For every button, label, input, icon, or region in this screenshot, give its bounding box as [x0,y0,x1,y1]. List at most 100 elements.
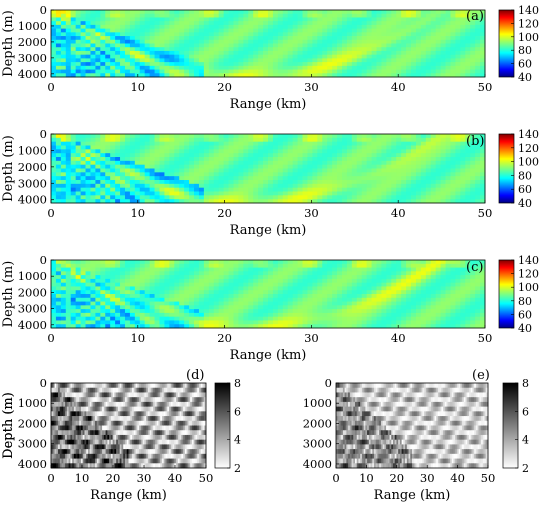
field-cell [371,286,377,291]
field-cell [401,267,407,272]
field-cell [169,172,175,177]
field-cell [386,271,392,276]
field-cell [297,73,303,78]
field-cell [198,309,205,314]
field-cell [460,282,466,287]
field-cell [52,449,55,455]
field-cell [356,39,363,44]
field-cell [174,141,180,146]
field-cell [54,383,57,389]
field-cell [391,149,397,154]
field-cell [110,263,116,268]
field-cell [361,24,368,30]
field-cell [233,62,239,67]
field-cell [307,21,313,26]
field-cell [386,17,392,22]
field-cell [287,65,294,70]
field-cell [80,301,86,306]
field-cell [401,145,407,150]
field-cell [144,301,151,306]
field-cell [455,62,461,67]
field-cell [198,47,205,52]
field-cell [243,149,249,154]
field-cell [208,172,215,177]
field-cell [169,286,175,291]
field-cell [440,65,446,70]
field-cell [228,278,234,284]
field-cell [248,282,254,287]
field-cell [317,271,323,276]
field-cell [272,54,279,59]
field-cell [480,134,486,139]
field-cell [228,316,234,321]
field-cell [238,199,244,204]
field-cell [268,301,274,306]
field-cell [258,191,264,196]
field-cell [312,275,318,280]
field-cell [460,267,466,272]
field-cell [406,153,412,158]
field-cell [435,282,442,287]
field-cell [228,47,234,52]
field-cell [179,160,185,166]
field-cell [450,286,456,291]
field-cell [282,275,289,280]
field-cell [322,187,328,192]
field-cell [95,69,101,74]
field-cell [302,160,308,166]
field-cell [366,180,372,185]
field-cell [218,145,225,150]
field-cell [233,28,239,33]
field-cell [203,305,210,310]
field-cell [179,65,185,70]
field-cell [297,195,303,200]
field-cell [277,50,284,56]
field-cell [475,305,481,310]
field-cell [346,153,353,158]
field-cell [415,191,422,196]
field-cell [248,176,254,181]
field-cell [223,137,229,143]
field-cell [327,137,333,143]
field-cell [396,278,402,284]
field-cell [440,312,446,318]
field-cell [297,168,303,173]
field-cell [189,141,195,146]
field-cell [85,10,91,15]
field-cell [213,141,220,146]
field-cell [60,267,67,272]
field-cell [292,305,298,310]
field-cell [450,176,456,181]
field-cell [174,168,180,173]
field-cell [100,58,106,63]
field-cell [268,316,274,321]
field-cell [253,50,259,56]
field-cell [55,320,62,325]
field-cell [346,69,353,74]
field-cell [80,17,86,22]
field-cell [386,305,392,310]
field-cell [149,24,155,30]
field-cell [105,172,111,177]
field-cell [297,36,303,41]
field-cell [159,320,165,325]
field-cell [322,39,328,44]
field-cell [430,134,437,139]
field-cell [425,320,432,325]
field-cell [376,65,382,70]
field-cell [184,157,190,162]
field-cell [411,297,417,302]
field-cell [356,312,363,318]
field-cell [129,176,136,181]
field-cell [341,69,348,74]
field-cell [415,260,422,265]
field-cell [194,134,200,139]
field-cell [366,69,372,74]
field-cell [100,24,106,30]
field-cell [159,160,165,166]
field-cell [164,294,170,299]
field-cell [120,176,126,181]
field-cell [376,260,382,265]
field-cell [198,199,205,204]
field-cell [415,275,422,280]
